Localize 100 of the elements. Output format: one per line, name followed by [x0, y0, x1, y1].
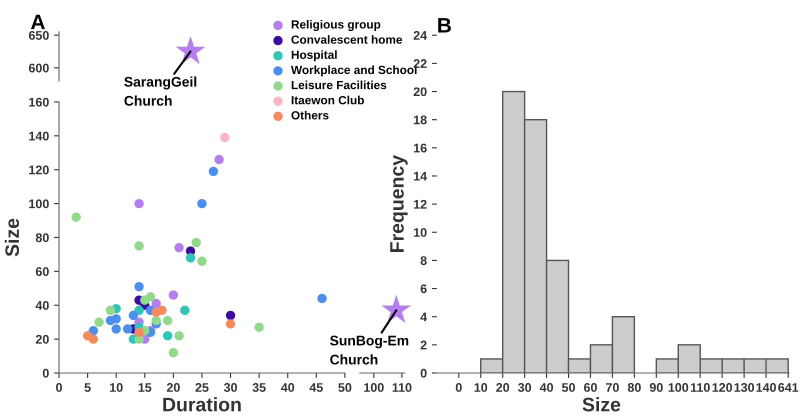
y-tick-label: 16 — [414, 144, 427, 152]
y-tick-label: 60 — [36, 267, 49, 276]
y-tick-label: 24 — [414, 31, 428, 40]
point — [88, 334, 98, 344]
chart-title: A — [30, 14, 45, 30]
point — [157, 306, 167, 315]
x-tick-label: 40 — [280, 383, 294, 392]
x-tick-label: 100 — [668, 383, 688, 392]
y-tick-label: 0 — [42, 368, 49, 378]
x-tick-label: 110 — [392, 383, 412, 392]
x-tick-label: 0 — [456, 383, 462, 392]
point — [72, 212, 81, 222]
x-tick-label: 130 — [734, 383, 754, 392]
point — [226, 319, 236, 329]
point — [168, 348, 178, 358]
point — [220, 132, 230, 142]
x-tick-label: 20 — [166, 383, 180, 392]
legend-label: Itaewon Club — [292, 96, 364, 104]
point — [122, 324, 132, 334]
point — [112, 324, 121, 334]
legend-label: Leisure Facilities — [292, 80, 386, 90]
point — [94, 318, 104, 327]
legend-label: Hospital — [292, 50, 337, 62]
x-tick-label: 0 — [56, 383, 62, 392]
y-tick-label: 8 — [420, 256, 427, 266]
y-tick-label: 4 — [420, 312, 428, 322]
point — [106, 306, 116, 315]
x-tick-label: 30 — [518, 383, 532, 392]
chart-title: B — [438, 18, 451, 32]
annotation: SarangGeil Church — [124, 76, 196, 106]
x-tick-label: 10 — [110, 383, 123, 392]
x-tick-label: 40 — [540, 383, 554, 392]
x-tick-label: 641 — [778, 383, 798, 392]
x-tick-label: 25 — [195, 383, 209, 392]
point — [317, 294, 327, 304]
point — [192, 238, 201, 248]
x-tick-label: 5 — [84, 383, 91, 392]
y-tick-label: 20 — [414, 87, 427, 96]
y-tick-label: 600 — [28, 64, 49, 72]
y-tick-label: 40 — [36, 301, 49, 310]
x-tick-label: 20 — [496, 383, 510, 392]
y-tick-label: 10 — [414, 228, 427, 237]
legend-label: Convalescent home — [291, 35, 402, 44]
x-tick-label: 35 — [252, 383, 266, 392]
point — [197, 198, 207, 208]
x-tick-label: 70 — [606, 383, 619, 392]
x-tick-label: 15 — [138, 383, 152, 392]
x-tick-label: 50 — [562, 383, 575, 392]
x-axis-title: Duration — [163, 397, 241, 412]
point — [134, 328, 144, 338]
point — [134, 241, 144, 251]
point — [152, 298, 161, 308]
legend-label: Religious group — [292, 20, 380, 31]
y-tick-label: 6 — [420, 284, 427, 294]
point — [140, 296, 150, 305]
point — [214, 154, 224, 164]
x-tick-label: 50 — [338, 383, 352, 392]
x-tick-label: 45 — [310, 383, 323, 392]
x-tick-label: 110 — [690, 383, 710, 392]
point — [112, 314, 121, 324]
y-tick-label: 650 — [28, 30, 49, 40]
x-axis-title: Size — [582, 397, 620, 412]
y-tick-label: 18 — [414, 115, 427, 124]
point — [162, 316, 172, 326]
y-tick-label: 160 — [29, 98, 49, 107]
point — [152, 316, 161, 326]
y-axis-title: Size — [4, 218, 20, 256]
y-tick-label: 100 — [29, 199, 49, 208]
x-tick-label: 10 — [474, 383, 488, 392]
point — [168, 290, 178, 300]
y-tick-label: 120 — [29, 166, 49, 174]
x-tick-label: 90 — [650, 383, 663, 392]
x-tick-label: 120 — [712, 383, 732, 392]
point — [180, 306, 190, 315]
x-tick-label: 80 — [628, 383, 641, 392]
point — [254, 322, 264, 332]
annotation: SunBog-Em Church — [330, 336, 408, 365]
x-tick-label: 140 — [756, 383, 776, 392]
y-tick-label: 20 — [36, 334, 49, 344]
y-tick-label: 0 — [420, 368, 427, 378]
x-tick-label: 30 — [224, 383, 237, 392]
y-tick-label: 80 — [36, 233, 49, 242]
y-tick-label: 14 — [414, 172, 428, 181]
point — [134, 198, 144, 208]
point — [226, 310, 236, 320]
y-tick-label: 140 — [29, 132, 49, 140]
point — [128, 310, 138, 320]
point — [186, 253, 196, 262]
point — [174, 242, 184, 252]
point — [174, 331, 184, 340]
point — [134, 282, 144, 292]
legend-label: Others — [291, 110, 329, 120]
y-tick-label: 2 — [420, 340, 427, 350]
x-tick-label: 100 — [364, 383, 384, 392]
point — [208, 166, 218, 176]
y-tick-label: 12 — [414, 200, 427, 209]
point — [197, 256, 207, 266]
x-tick-label: 60 — [584, 383, 597, 392]
y-axis-title: Frequency — [390, 155, 408, 252]
point — [162, 331, 172, 340]
